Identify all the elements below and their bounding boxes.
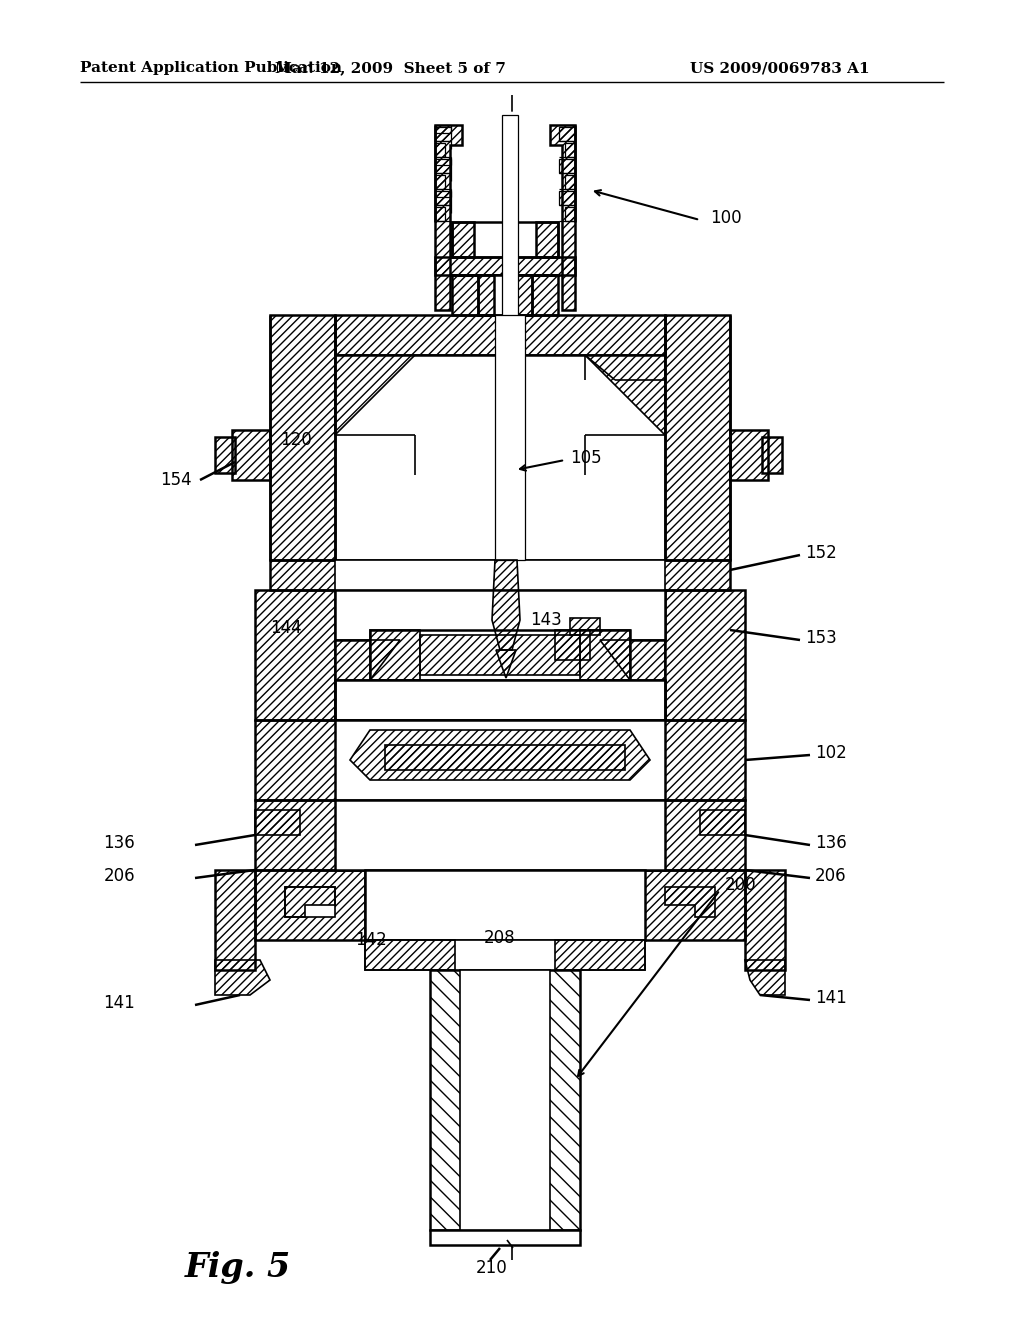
Polygon shape: [460, 970, 550, 1230]
Text: 105: 105: [570, 449, 602, 467]
Text: 136: 136: [103, 834, 135, 851]
Polygon shape: [502, 115, 518, 325]
Polygon shape: [365, 940, 645, 970]
Text: 154: 154: [160, 471, 191, 488]
Polygon shape: [285, 887, 335, 917]
Text: 152: 152: [805, 544, 837, 562]
Text: 200: 200: [725, 876, 757, 894]
Text: 143: 143: [530, 611, 562, 630]
Polygon shape: [335, 719, 665, 800]
Polygon shape: [370, 630, 630, 680]
Text: 144: 144: [270, 619, 302, 638]
Text: 206: 206: [815, 867, 847, 884]
Polygon shape: [335, 590, 665, 640]
Polygon shape: [430, 1230, 580, 1245]
Polygon shape: [495, 315, 525, 560]
Text: 153: 153: [805, 630, 837, 647]
Polygon shape: [335, 680, 665, 719]
Text: US 2009/0069783 A1: US 2009/0069783 A1: [690, 61, 869, 75]
Polygon shape: [335, 800, 665, 870]
Text: 141: 141: [103, 994, 135, 1012]
Polygon shape: [335, 560, 665, 590]
Text: 100: 100: [710, 209, 741, 227]
Polygon shape: [452, 222, 558, 257]
Text: 141: 141: [815, 989, 847, 1007]
Text: 210: 210: [476, 1259, 508, 1276]
Text: Mar. 12, 2009  Sheet 5 of 7: Mar. 12, 2009 Sheet 5 of 7: [274, 61, 506, 75]
Polygon shape: [478, 275, 532, 315]
Text: 142: 142: [355, 931, 387, 949]
Text: 208: 208: [484, 929, 516, 946]
Text: 206: 206: [103, 867, 135, 884]
Text: 102: 102: [815, 744, 847, 762]
Text: Patent Application Publication: Patent Application Publication: [80, 61, 342, 75]
Polygon shape: [365, 870, 645, 940]
Text: 120: 120: [280, 432, 311, 449]
Text: Fig. 5: Fig. 5: [185, 1251, 291, 1284]
Text: 136: 136: [815, 834, 847, 851]
